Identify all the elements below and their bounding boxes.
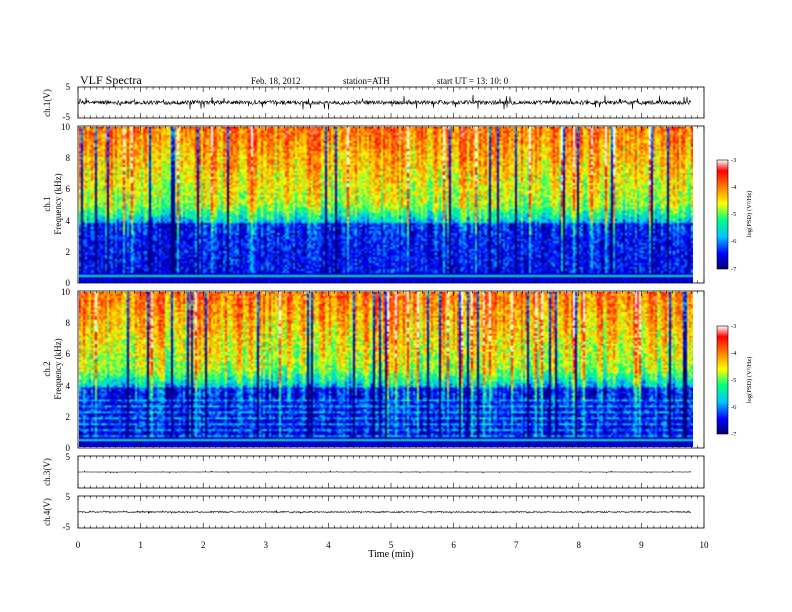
ch2-colorbar: -3 -4 -5 -6 -7 log(PSD) (V²/Hz): [716, 323, 753, 438]
ch1-cb-tick-m5: -5: [731, 211, 736, 218]
ch2-ytick-2: 2: [66, 412, 71, 422]
ch2-cb-tick-m5: -5: [731, 377, 736, 384]
date-label: Feb. 18, 2012: [251, 76, 301, 86]
ch1-colorbar: -3 -4 -5 -6 -7 log(PSD) (V²/Hz): [716, 157, 753, 273]
ch1-ytick-8: 8: [66, 153, 71, 163]
x-tick-label: 6: [451, 540, 456, 550]
ch2-frequency-ticks: 10 8 6 4 2 0: [61, 287, 71, 453]
ch1-ytick-bottom: -5: [63, 112, 71, 122]
x-tick-label: 3: [264, 540, 269, 550]
tick-marks: [77, 87, 705, 528]
ch1-spectrogram-image: [79, 127, 693, 283]
ch1-ytick-6: 6: [66, 184, 71, 194]
ch2-colorbar-label: log(PSD) (V²/Hz): [746, 357, 753, 404]
ch2-cb-tick-m6: -6: [731, 404, 737, 411]
ch1-ytick-top: 5: [66, 82, 71, 92]
ch1-ytick-0: 0: [66, 278, 71, 288]
ch2-cb-tick-m4: -4: [731, 350, 737, 357]
ch2-ytick-0: 0: [66, 443, 71, 453]
ch1-cb-tick-m3: -3: [731, 157, 736, 164]
ch2-cb-tick-m3: -3: [731, 323, 736, 330]
x-tick-label: 2: [201, 540, 206, 550]
start-time-label: start UT = 13: 10: 0: [437, 76, 509, 86]
ch2-spectrogram-ylabel: ch.2: [42, 361, 52, 376]
ch2-frequency-ylabel: Frequency (kHz): [53, 338, 63, 399]
x-tick-label: 8: [577, 540, 582, 550]
station-label: station=ATH: [343, 76, 390, 86]
ch2-spectrogram-image: [79, 292, 693, 447]
ch3-waveform-ylabel: ch.3(V): [42, 458, 52, 486]
ch4-waveform-trace: [77, 509, 692, 515]
ch1-waveform-trace: [77, 94, 692, 110]
ch4-waveform-ylabel: ch.4(V): [42, 498, 52, 526]
ch1-cb-tick-m4: -4: [731, 184, 737, 191]
ch2-colorbar-gradient: [716, 325, 729, 435]
x-tick-label: 5: [389, 540, 394, 550]
ch1-spectrogram-ylabel: ch.1: [42, 196, 52, 211]
ch1-frequency-ylabel: Frequency (kHz): [53, 173, 63, 234]
ch1-cb-tick-m6: -6: [731, 238, 737, 245]
ch3-waveform-trace: [78, 470, 691, 474]
ch3-ytick-top: 5: [66, 452, 71, 462]
ch2-ytick-10: 10: [61, 287, 71, 297]
x-tick-label: 0: [76, 540, 81, 550]
ch1-frequency-ticks: 10 8 6 4 2 0: [61, 122, 71, 288]
ch1-ytick-10: 10: [61, 122, 71, 132]
ch1-ytick-2: 2: [66, 247, 71, 257]
ch1-waveform-ylabel: ch.1(V): [42, 89, 52, 117]
x-tick-label: 7: [514, 540, 519, 550]
ch2-ytick-6: 6: [66, 349, 71, 359]
ch2-ytick-8: 8: [66, 318, 71, 328]
ch2-cb-tick-m7: -7: [731, 431, 737, 438]
x-tick-labels: 0 1 2 3 4 5 6 7 8 9 10: [76, 540, 709, 550]
ch1-colorbar-label: log(PSD) (V²/Hz): [746, 191, 753, 238]
ch1-colorbar-gradient: [716, 159, 729, 270]
x-tick-label: 4: [326, 540, 331, 550]
ch4-ytick-bottom: -5: [63, 522, 71, 532]
x-tick-label: 10: [700, 540, 710, 550]
x-tick-label: 1: [138, 540, 143, 550]
figure-title: VLF Spectra: [80, 73, 142, 87]
ch1-ytick-4: 4: [66, 216, 71, 226]
x-tick-label: 9: [639, 540, 644, 550]
ch4-ytick-top: 5: [66, 492, 71, 502]
x-axis-label: Time (min): [368, 549, 413, 560]
ch1-cb-tick-m7: -7: [731, 266, 737, 273]
ch2-ytick-4: 4: [66, 381, 71, 391]
